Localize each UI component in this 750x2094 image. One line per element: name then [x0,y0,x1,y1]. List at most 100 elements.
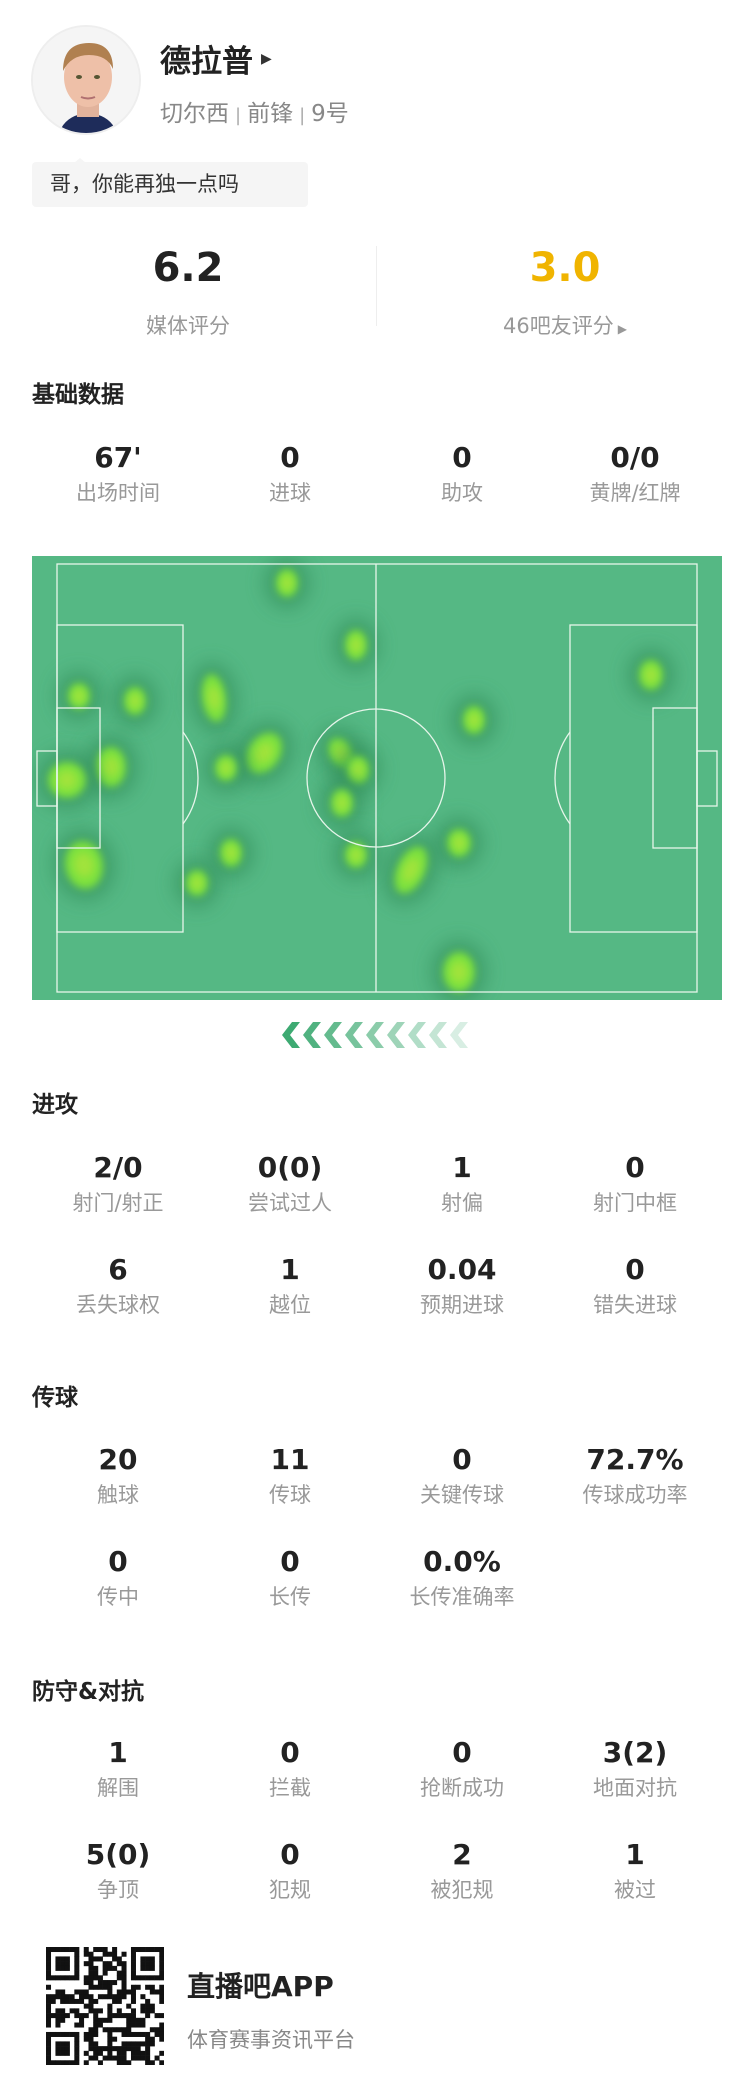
heat-spot [350,848,362,862]
stat-item: 0 抢断成功 [376,1738,548,1801]
qr-module [93,2008,99,2014]
qr-module [159,2036,164,2042]
qr-module [64,2031,70,2037]
qr-module [154,2055,160,2061]
qr-module [74,1961,80,1967]
qr-module [135,2050,141,2056]
heat-spot [103,757,119,777]
qr-module [46,1956,52,1962]
qr-module [116,2013,122,2019]
stat-value: 0.0% [423,1545,501,1578]
qr-module [93,2013,99,2019]
qr-module [69,1994,75,2000]
qr-module [46,1975,52,1981]
app-name: 直播吧APP [187,1970,334,2003]
center-circle [306,708,446,848]
qr-module [121,1961,127,1967]
stat-value: 0 [452,441,472,474]
qr-module [149,1984,155,1990]
qr-module [149,2060,155,2065]
qr-module [64,1961,70,1967]
qr-module [130,1970,136,1976]
stat-item: 11 传球 [204,1445,376,1508]
qr-module [149,2008,155,2014]
qr-module [60,1975,66,1981]
qr-module [46,1951,52,1957]
qr-module [130,1956,136,1962]
qr-module [145,2055,151,2061]
qr-module [74,1975,80,1981]
stat-item: 0 犯规 [204,1840,376,1903]
qr-module [83,2013,89,2019]
qr-module [130,2017,136,2023]
qr-module [55,1989,61,1995]
stat-value: 1 [280,1253,300,1286]
qr-module [55,1956,61,1962]
heat-spot [57,771,77,789]
qr-module [102,1980,108,1986]
qr-module [79,2022,85,2028]
qr-module [116,1956,122,1962]
qr-module [145,1947,151,1953]
qr-module [60,2031,66,2037]
qr-module [112,2036,118,2042]
stat-item: 20 触球 [32,1445,204,1508]
qr-module [140,1961,146,1967]
qr-module [140,2055,146,2061]
qr-module [88,1970,94,1976]
media-score: 6.2 [152,245,224,291]
qr-module [46,2013,52,2019]
qr-module [46,1998,52,2004]
qr-module [107,1989,113,1995]
qr-module [140,2003,146,2009]
stat-label: 传球成功率 [582,1483,688,1507]
heat-spot [74,853,94,877]
qr-module [121,1994,127,2000]
qr-module [130,2031,136,2037]
qr-module [116,2055,122,2061]
stat-value: 1 [625,1838,645,1871]
qr-module [116,2027,122,2033]
stat-value: 0.04 [427,1253,497,1286]
fan-rating-link[interactable]: 46吧友评分 ▶ [415,310,715,340]
qr-module [116,1998,122,2004]
qr-module [145,2008,151,2014]
qr-module [55,1947,61,1953]
stat-item: 0 错失进球 [549,1255,721,1318]
qr-module [145,2013,151,2019]
qr-module [60,2041,66,2047]
qr-module [130,1994,136,2000]
qr-module [145,1998,151,2004]
stat-label: 拦截 [269,1776,311,1800]
qr-module [97,1975,103,1981]
qr-module [97,1956,103,1962]
player-name: 德拉普 [160,44,253,80]
player-avatar[interactable] [31,25,141,135]
stat-item: 2/0 射门/射正 [32,1153,204,1216]
qr-module [64,2013,70,2019]
qr-module [140,1947,146,1953]
qr-module [102,1970,108,1976]
qr-module [102,1951,108,1957]
heat-spot [402,858,420,882]
section-title: 传球 [32,1385,78,1411]
qr-module [145,1965,151,1971]
qr-module [159,1951,164,1957]
qr-module [55,1961,61,1967]
qr-module [145,2003,151,2009]
qr-module [121,2013,127,2019]
qr-module [83,1994,89,2000]
qr-module [107,2027,113,2033]
player-name-link[interactable]: 德拉普 ▶ [160,36,272,81]
qr-module [126,2017,132,2023]
qr-code[interactable] [46,1947,164,2065]
fan-rating[interactable]: 3.0 46吧友评分 ▶ [415,246,715,340]
stat-label: 错失进球 [593,1293,677,1317]
qr-module [60,2008,66,2014]
heat-spot [73,689,85,703]
stat-label: 长传 [269,1585,311,1609]
stat-label: 犯规 [269,1878,311,1902]
qr-module [74,2041,80,2047]
qr-module [121,2027,127,2033]
qr-module [135,1984,141,1990]
